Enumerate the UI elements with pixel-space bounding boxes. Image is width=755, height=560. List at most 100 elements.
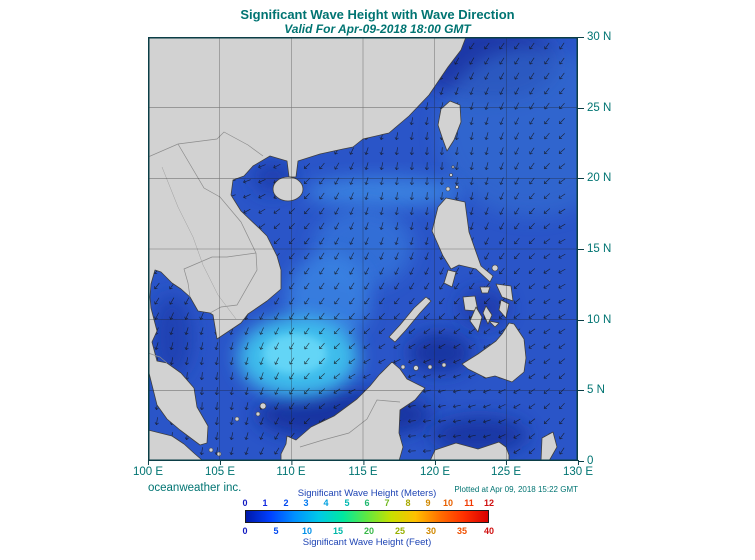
wave-arrow	[514, 207, 520, 215]
wave-arrow	[469, 222, 474, 230]
wave-arrow	[424, 282, 430, 290]
wave-arrow	[499, 117, 504, 125]
wave-arrow	[513, 418, 521, 424]
wave-arrow	[244, 357, 249, 365]
wave-arrow	[334, 297, 340, 305]
wave-arrow	[244, 432, 249, 440]
y-tick-label: 0	[577, 455, 594, 467]
land-taiwan	[437, 100, 462, 152]
wave-arrow	[528, 313, 536, 319]
wave-arrow	[514, 42, 520, 50]
meters-tick: 3	[303, 498, 309, 508]
wave-arrow	[274, 402, 279, 410]
wave-arrow	[439, 162, 444, 171]
meters-tick: 2	[283, 498, 289, 508]
meters-tick: 11	[464, 498, 474, 508]
meters-tick: 4	[323, 498, 329, 508]
wave-arrow	[499, 177, 504, 185]
wave-arrow	[407, 434, 416, 439]
wave-arrow	[514, 177, 520, 185]
wave-arrow	[484, 147, 489, 155]
land-samar	[495, 283, 514, 302]
wave-arrow	[363, 343, 371, 349]
wave-arrow	[304, 267, 310, 275]
wave-arrow	[544, 42, 550, 50]
wave-arrow	[469, 267, 475, 275]
wave-arrow	[454, 192, 459, 201]
wave-arrow	[319, 312, 325, 320]
wave-arrow	[558, 163, 566, 169]
wave-arrow	[543, 178, 550, 184]
wave-arrow	[229, 432, 234, 440]
wave-arrow	[349, 147, 354, 155]
meters-tick: 10	[442, 498, 454, 508]
wave-arrow	[214, 432, 219, 441]
wave-arrow	[379, 297, 385, 305]
wave-arrow	[334, 327, 340, 335]
wave-arrow	[409, 162, 414, 171]
wave-arrow	[468, 434, 476, 439]
feet-tick: 40	[483, 526, 495, 536]
wave-arrow	[559, 417, 565, 425]
wave-arrow	[484, 57, 490, 65]
wave-arrow	[543, 298, 551, 304]
y-tick-label: 25 N	[577, 102, 612, 114]
wave-arrow	[543, 373, 551, 379]
meters-tick: 9	[425, 498, 431, 508]
wave-arrow	[214, 342, 219, 350]
wave-arrow	[379, 252, 384, 260]
wave-arrow	[304, 312, 310, 320]
wave-arrow	[319, 192, 325, 200]
wave-arrow	[528, 403, 536, 409]
wave-arrow	[469, 132, 474, 140]
wave-arrow	[289, 223, 295, 230]
wave-arrow	[499, 87, 504, 95]
land-mainland-asia	[147, 36, 467, 446]
wave-arrow	[199, 402, 204, 411]
wave-arrow	[334, 177, 340, 185]
wave-arrow	[229, 372, 234, 380]
wave-arrow	[558, 148, 566, 154]
wave-arrow	[408, 328, 416, 334]
wave-arrow	[349, 237, 354, 245]
wave-arrow	[499, 222, 505, 230]
land-mindanao	[461, 322, 527, 383]
land-bohol	[488, 320, 500, 328]
wave-arrow	[409, 237, 414, 245]
wave-arrow	[319, 358, 325, 365]
wave-arrow	[544, 57, 550, 65]
wave-arrow	[409, 267, 414, 275]
wave-arrow	[184, 327, 189, 335]
wave-arrow	[454, 297, 460, 305]
wave-arrow	[439, 267, 445, 275]
map-border	[148, 37, 578, 461]
wave-arrow	[199, 372, 204, 381]
meters-tick: 12	[483, 498, 495, 508]
wave-arrow	[379, 313, 385, 320]
wave-arrow	[423, 313, 430, 319]
wave-arrow	[378, 343, 386, 349]
wave-arrow	[469, 87, 474, 95]
wave-arrow	[199, 342, 204, 350]
wave-arrow	[454, 282, 460, 290]
wave-arrow	[514, 192, 520, 200]
wave-arrow	[499, 192, 504, 200]
wave-arrow	[424, 192, 429, 201]
wave-arrow	[543, 328, 551, 334]
wave-arrow	[543, 253, 551, 259]
wave-arrow	[558, 193, 566, 199]
wave-arrow	[543, 208, 551, 214]
wave-arrow	[364, 237, 369, 245]
land-borneo	[280, 361, 426, 462]
wave-arrow	[409, 132, 414, 141]
wave-arrow	[154, 282, 160, 290]
wave-arrow	[558, 343, 566, 349]
meters-tick: 6	[364, 498, 370, 508]
wave-arrow	[184, 342, 189, 350]
wave-arrow	[169, 357, 174, 365]
wave-arrow	[484, 72, 489, 80]
wave-arrow	[379, 222, 384, 230]
wave-arrow	[409, 222, 414, 230]
wave-arrow	[499, 42, 505, 50]
